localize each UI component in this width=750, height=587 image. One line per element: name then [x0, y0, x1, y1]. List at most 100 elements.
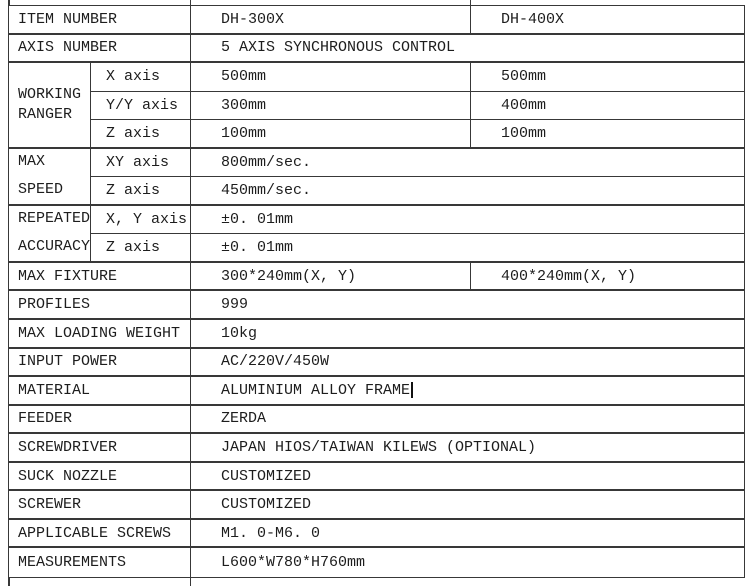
input-power-value-text: AC/220V/450W: [221, 353, 330, 371]
feeder-label-text: FEEDER: [18, 410, 73, 428]
item-number-model-1: DH-300X: [191, 6, 471, 35]
axis-number-value: 5 AXIS SYNCHRONOUS CONTROL: [191, 35, 744, 64]
working-ranger-x-axis-value-2: 500mm: [471, 63, 744, 92]
applicable-screws-label-text: APPLICABLE SCREWS: [18, 524, 172, 542]
suck-nozzle-label-text: SUCK NOZZLE: [18, 467, 118, 485]
table-edge-tick-bottom-left: [8, 578, 10, 586]
input-power-label-text: INPUT POWER: [18, 353, 118, 371]
axis-number-label-text: AXIS NUMBER: [18, 39, 118, 57]
max-fixture-value-2-text: 400*240mm(X, Y): [501, 267, 637, 285]
material-value-text: ALUMINIUM ALLOY FRAME: [221, 381, 411, 399]
screwdriver-value-text: JAPAN HIOS/TAIWAN KILEWS (OPTIONAL): [221, 439, 537, 457]
speed-z-axis-value-text: 450mm/sec.: [221, 182, 312, 200]
y-axis-value-2-text: 400mm: [501, 96, 547, 114]
max-speed-xy-axis-value: 800mm/sec.: [191, 149, 744, 178]
working-ranger-y-axis-value-1: 300mm: [191, 91, 471, 121]
screwer-value-text: CUSTOMIZED: [221, 496, 312, 514]
axis-number-label: AXIS NUMBER: [9, 34, 191, 64]
screwer-label: SCREWER: [9, 491, 191, 520]
accuracy-z-value-text: ±0. 01mm: [221, 239, 294, 257]
applicable-screws-label: APPLICABLE SCREWS: [9, 519, 191, 549]
table-edge-tick-top-col3: [469, 0, 471, 5]
x-axis-label-text: X axis: [106, 68, 161, 86]
repeated-accuracy-group-label: REPEATED ACCURACY: [9, 205, 91, 263]
material-label: MATERIAL: [9, 377, 191, 406]
accuracy-xy-value-text: ±0. 01mm: [221, 211, 294, 229]
working-ranger-group-label: WORKING RANGER: [9, 63, 91, 149]
item-number-label-text: ITEM NUMBER: [18, 10, 118, 28]
profiles-label: PROFILES: [9, 291, 191, 321]
applicable-screws-value-text: M1. 0-M6. 0: [221, 524, 321, 542]
max-speed-line2: SPEED: [18, 181, 64, 199]
model-2-text: DH-400X: [501, 10, 565, 28]
working-ranger-line2: RANGER: [18, 105, 73, 123]
material-value[interactable]: ALUMINIUM ALLOY FRAME: [191, 377, 744, 406]
repeated-accuracy-xy-axis-label: X, Y axis: [91, 205, 191, 235]
working-ranger-x-axis-value-1: 500mm: [191, 63, 471, 92]
input-power-label: INPUT POWER: [9, 348, 191, 378]
max-fixture-value-2: 400*240mm(X, Y): [471, 263, 744, 292]
max-loading-weight-value: 10kg: [191, 320, 744, 349]
screwer-label-text: SCREWER: [18, 496, 82, 514]
y-axis-label-text: Y/Y axis: [106, 96, 179, 114]
profiles-value: 999: [191, 291, 744, 321]
measurements-label-text: MEASUREMENTS: [18, 554, 127, 572]
z-axis-value-1-text: 100mm: [221, 124, 267, 142]
xy-axis-value-text: 800mm/sec.: [221, 154, 312, 172]
material-label-text: MATERIAL: [18, 381, 91, 399]
model-1-text: DH-300X: [221, 10, 285, 28]
z-axis-value-2-text: 100mm: [501, 124, 547, 142]
table-edge-tick-top-left: [8, 0, 10, 5]
feeder-value-text: ZERDA: [221, 410, 267, 428]
working-ranger-x-axis-label: X axis: [91, 63, 191, 92]
working-ranger-z-axis-label: Z axis: [91, 120, 191, 149]
profiles-label-text: PROFILES: [18, 296, 91, 314]
x-axis-value-2-text: 500mm: [501, 68, 547, 86]
working-ranger-line1: WORKING: [18, 85, 82, 103]
repeated-accuracy-z-axis-label: Z axis: [91, 234, 191, 263]
applicable-screws-value: M1. 0-M6. 0: [191, 520, 744, 549]
max-loading-weight-label-text: MAX LOADING WEIGHT: [18, 324, 181, 342]
feeder-value: ZERDA: [191, 406, 744, 435]
specification-table: ITEM NUMBER DH-300X DH-400X AXIS NUMBER …: [8, 5, 745, 578]
feeder-label: FEEDER: [9, 405, 191, 435]
max-speed-xy-axis-label: XY axis: [91, 148, 191, 178]
max-speed-line1: MAX: [18, 152, 46, 170]
table-edge-tick-top-col2: [189, 0, 191, 5]
axis-number-value-text: 5 AXIS SYNCHRONOUS CONTROL: [221, 39, 456, 57]
max-fixture-value-1-text: 300*240mm(X, Y): [221, 267, 357, 285]
screwdriver-value: JAPAN HIOS/TAIWAN KILEWS (OPTIONAL): [191, 434, 744, 463]
repeated-accuracy-line2: ACCURACY: [18, 238, 91, 256]
y-axis-value-1-text: 300mm: [221, 96, 267, 114]
max-fixture-value-1: 300*240mm(X, Y): [191, 262, 471, 292]
screwer-value: CUSTOMIZED: [191, 491, 744, 520]
screwdriver-label-text: SCREWDRIVER: [18, 439, 118, 457]
accuracy-z-label-text: Z axis: [106, 239, 161, 257]
suck-nozzle-value-text: CUSTOMIZED: [221, 467, 312, 485]
xy-axis-label-text: XY axis: [106, 154, 170, 172]
x-axis-value-1-text: 500mm: [221, 68, 267, 86]
working-ranger-y-axis-label: Y/Y axis: [91, 91, 191, 121]
working-ranger-z-axis-value-1: 100mm: [191, 120, 471, 149]
repeated-accuracy-z-axis-value: ±0. 01mm: [191, 234, 744, 263]
max-loading-weight-label: MAX LOADING WEIGHT: [9, 320, 191, 349]
item-number-model-2: DH-400X: [471, 6, 744, 35]
measurements-label: MEASUREMENTS: [9, 548, 191, 577]
repeated-accuracy-xy-axis-value: ±0. 01mm: [191, 206, 744, 235]
z-axis-label-text: Z axis: [106, 124, 161, 142]
table-edge-tick-bottom-col2: [189, 578, 191, 586]
max-loading-weight-value-text: 10kg: [221, 324, 258, 342]
repeated-accuracy-line1: REPEATED: [18, 209, 91, 227]
text-cursor: [411, 382, 413, 399]
measurements-value: L600*W780*H760mm: [191, 548, 744, 577]
working-ranger-y-axis-value-2: 400mm: [471, 92, 744, 121]
suck-nozzle-label: SUCK NOZZLE: [9, 462, 191, 492]
item-number-label: ITEM NUMBER: [9, 6, 191, 35]
speed-z-axis-label-text: Z axis: [106, 182, 161, 200]
screwdriver-label: SCREWDRIVER: [9, 434, 191, 463]
input-power-value: AC/220V/450W: [191, 349, 744, 378]
max-speed-group-label: MAX SPEED: [9, 148, 91, 206]
max-fixture-label: MAX FIXTURE: [9, 262, 191, 292]
profiles-value-text: 999: [221, 296, 249, 314]
